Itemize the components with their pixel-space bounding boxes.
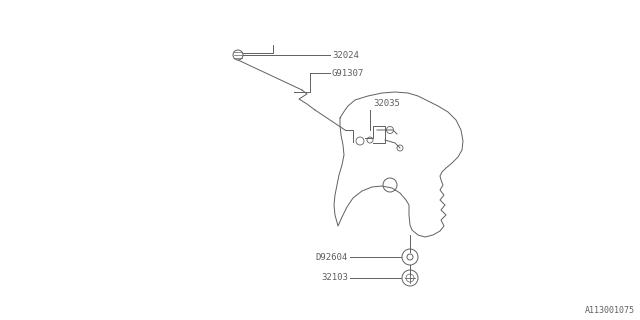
Text: 32035: 32035: [373, 99, 400, 108]
Text: 32103: 32103: [321, 274, 348, 283]
Text: A113001075: A113001075: [585, 306, 635, 315]
Text: 32024: 32024: [332, 51, 359, 60]
Text: D92604: D92604: [316, 252, 348, 261]
Text: G91307: G91307: [332, 68, 364, 77]
